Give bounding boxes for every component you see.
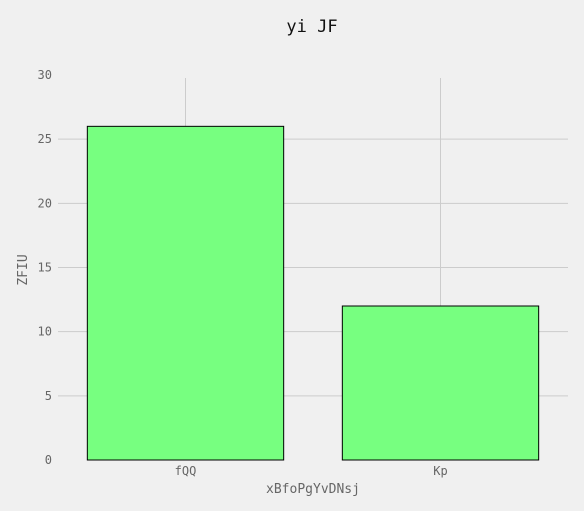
bars <box>86 125 540 461</box>
y-tick-label: 30 <box>38 68 52 82</box>
x-tick-label: fQQ <box>175 464 197 478</box>
x-tick-labels: fQQ Kp <box>175 464 448 478</box>
x-tick-label: Kp <box>433 464 447 478</box>
y-tick-label: 10 <box>38 325 52 339</box>
y-tick-label: 5 <box>45 389 52 403</box>
y-tick-label: 20 <box>38 196 52 210</box>
y-tick-label: 0 <box>45 453 52 467</box>
chart-title: yi JF <box>286 17 337 37</box>
x-axis-label: xBfoPgYvDNsj <box>266 482 360 497</box>
bar-fQQ <box>86 125 285 461</box>
y-tick-label: 25 <box>38 132 52 146</box>
y-tick-label: 15 <box>38 261 52 275</box>
bar-Kp <box>341 305 540 461</box>
y-tick-labels: 0 5 10 15 20 25 30 <box>38 68 52 467</box>
y-axis-label: ZFIU <box>16 254 31 285</box>
